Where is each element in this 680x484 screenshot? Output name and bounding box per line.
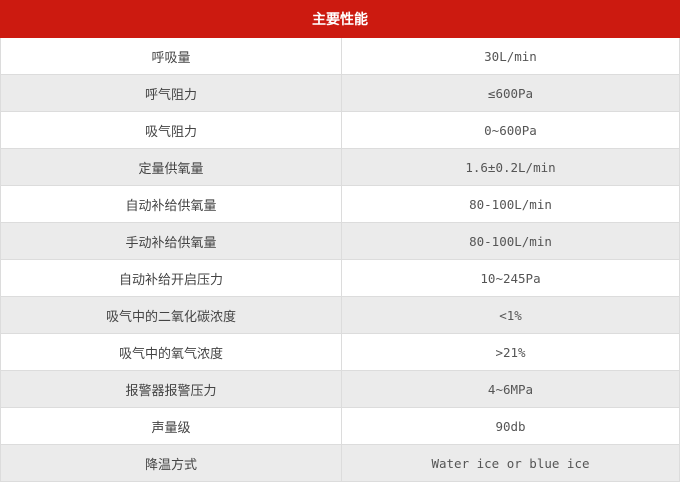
table-row: 手动补给供氧量 80-100L/min [0, 222, 680, 260]
table-body: 呼吸量 30L/min 呼气阻力 ≤600Pa 吸气阻力 0~600Pa 定量供氧量 1.6±… [0, 37, 680, 482]
row-value: 0~600Pa [341, 111, 680, 149]
table-row: 自动补给开启压力 10~245Pa [0, 259, 680, 297]
row-label: 定量供氧量 [0, 148, 342, 186]
row-value: 90db [341, 407, 680, 445]
table-row: 呼吸量 30L/min [0, 37, 680, 75]
row-value: Water ice or blue ice [341, 444, 680, 482]
row-label: 降温方式 [0, 444, 342, 482]
row-label: 呼气阻力 [0, 74, 342, 112]
table-header-row: 主要性能 [0, 0, 680, 38]
row-label: 自动补给开启压力 [0, 259, 342, 297]
table-row: 自动补给供氧量 80-100L/min [0, 185, 680, 223]
table-row: 报警器报警压力 4~6MPa [0, 370, 680, 408]
row-value: 1.6±0.2L/min [341, 148, 680, 186]
row-label: 报警器报警压力 [0, 370, 342, 408]
row-value: 4~6MPa [341, 370, 680, 408]
row-value: >21% [341, 333, 680, 371]
table-row: 吸气中的二氧化碳浓度 <1% [0, 296, 680, 334]
row-value: 10~245Pa [341, 259, 680, 297]
row-label: 手动补给供氧量 [0, 222, 342, 260]
table-row: 呼气阻力 ≤600Pa [0, 74, 680, 112]
row-label: 声量级 [0, 407, 342, 445]
row-label: 自动补给供氧量 [0, 185, 342, 223]
table-row: 吸气中的氧气浓度 >21% [0, 333, 680, 371]
row-label: 吸气中的氧气浓度 [0, 333, 342, 371]
row-label: 吸气阻力 [0, 111, 342, 149]
table-row: 声量级 90db [0, 407, 680, 445]
row-label: 吸气中的二氧化碳浓度 [0, 296, 342, 334]
table-row: 定量供氧量 1.6±0.2L/min [0, 148, 680, 186]
table-title: 主要性能 [0, 0, 680, 38]
table-row: 降温方式 Water ice or blue ice [0, 444, 680, 482]
row-value: 80-100L/min [341, 222, 680, 260]
row-label: 呼吸量 [0, 37, 342, 75]
row-value: ≤600Pa [341, 74, 680, 112]
row-value: 80-100L/min [341, 185, 680, 223]
row-value: 30L/min [341, 37, 680, 75]
row-value: <1% [341, 296, 680, 334]
table-row: 吸气阻力 0~600Pa [0, 111, 680, 149]
